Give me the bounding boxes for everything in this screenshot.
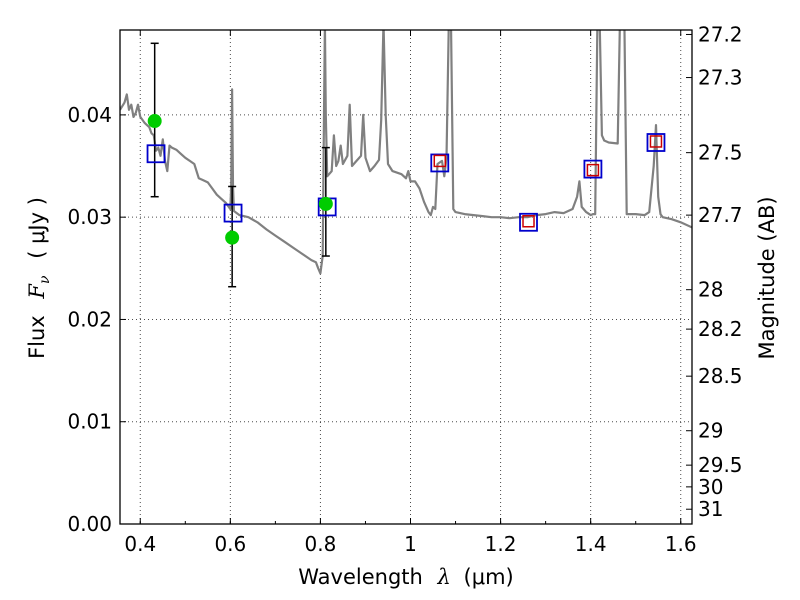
x-axis-title: Wavelength λ (μm) (298, 565, 513, 589)
y2-tick-label: 30 (698, 475, 723, 499)
x-tick-label: 0.4 (124, 532, 156, 556)
y2-tick-label: 29 (698, 419, 723, 443)
spectrum-line (120, 30, 692, 275)
model-photometry-inner-square (586, 163, 600, 177)
y-tick-label: 0.02 (67, 307, 112, 331)
grid (120, 30, 692, 525)
y2-tick-label: 27.5 (698, 141, 743, 165)
model-photometry-square (430, 153, 450, 173)
y2-axis-title: Magnitude (AB) (755, 196, 779, 359)
x-tick-label: 1 (404, 532, 417, 556)
y-axis-title: Flux Fν ( μJy ) (25, 197, 54, 359)
x-tick-label: 1.2 (485, 532, 517, 556)
axes: 0.4 0.6 0.8 1 1.2 1.4 1.6 0.00 0.01 0.02 0.03 0.04 2… (67, 22, 742, 556)
x-tick-label: 0.6 (214, 532, 246, 556)
x-tick-label: 0.8 (305, 532, 337, 556)
axes-frame (119, 29, 693, 525)
observed-point (147, 114, 162, 129)
model-photometry-inner-square (433, 154, 447, 168)
x-tick-label: 1.4 (575, 532, 607, 556)
model-photometry-square (146, 144, 166, 164)
y2-tick-label: 31 (698, 497, 723, 521)
y2-tick-label: 28.5 (698, 364, 743, 388)
x-tick-label: 1.6 (665, 532, 697, 556)
model-photometry-square (646, 133, 666, 152)
y-tick-label: 0.01 (67, 410, 112, 434)
model-photometry-square (583, 159, 603, 179)
model-photometry-square (519, 212, 538, 232)
model-photometry-inner-square (649, 135, 663, 148)
y-tick-label: 0.00 (67, 512, 112, 536)
y2-tick-label: 29.5 (698, 453, 743, 477)
y2-tick-label: 28 (698, 278, 723, 302)
y-tick-label: 0.03 (67, 205, 112, 229)
model-photometry-inner-square (522, 215, 535, 228)
y2-tick-label: 27.7 (698, 203, 743, 227)
y2-tick-label: 27.3 (698, 66, 743, 90)
y2-tick-label: 28.2 (698, 317, 743, 341)
y2-tick-label: 27.2 (698, 22, 743, 46)
plot-area (120, 30, 692, 288)
y-tick-label: 0.04 (67, 103, 112, 127)
observed-point (318, 196, 333, 211)
observed-point (225, 230, 240, 245)
model-photometry-square (223, 203, 243, 223)
